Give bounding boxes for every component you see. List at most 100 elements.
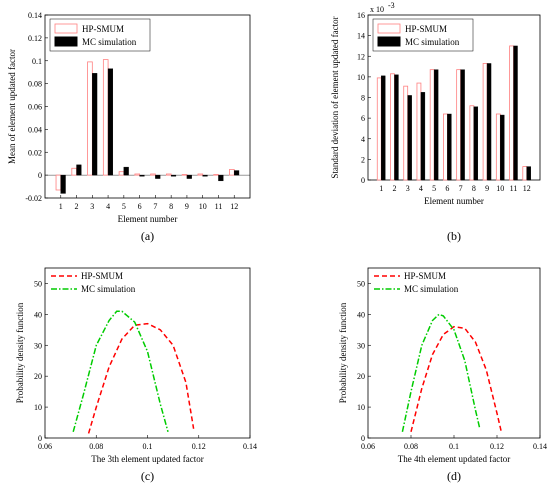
panel-b-bar-mc-simulation bbox=[513, 45, 518, 181]
panel-c-ytick-label: 40 bbox=[34, 310, 42, 319]
panel-a-ytick-label: 0.04 bbox=[28, 125, 42, 134]
panel-a-ytick-label: 0.14 bbox=[28, 11, 42, 20]
panel-a-ytick-label: -0.02 bbox=[25, 194, 42, 203]
panel-b-bar-mc-simulation bbox=[420, 92, 426, 181]
panel-a-bar-hp-smum bbox=[134, 173, 141, 176]
panel-b-xtick-label: 10 bbox=[496, 184, 504, 193]
panel-c-line-hp-smum bbox=[87, 322, 195, 434]
panel-a-legend-label: HP-SMUM bbox=[82, 24, 124, 34]
panel-a-bar-hp-smum bbox=[71, 167, 77, 176]
panel-a-ytick-label: 0.1 bbox=[32, 57, 42, 66]
panel-b-bar-hp-smum bbox=[429, 69, 435, 181]
panel-a-xtick-label: 8 bbox=[169, 202, 173, 211]
panel-a-xtick-label: 12 bbox=[230, 202, 238, 211]
panel-b-xtick-label: 12 bbox=[523, 184, 531, 193]
panel-d-xlabel: The 4th element updated factor bbox=[398, 454, 510, 464]
panel-b-exponent-power: -3 bbox=[388, 1, 395, 10]
panel-b-xtick-label: 9 bbox=[485, 184, 489, 193]
panel-b-legend-label: MC simulation bbox=[405, 37, 460, 47]
panel-a-bar-hp-smum bbox=[102, 59, 109, 176]
panel-b-bar-hp-smum bbox=[469, 105, 475, 181]
panel-a-ytick-label: 0.12 bbox=[28, 34, 42, 43]
panel-c-xtick-label: 0.06 bbox=[38, 442, 52, 451]
panel-d-xtick-label: 0.12 bbox=[490, 442, 504, 451]
panel-c-ylabel: Probability density function bbox=[15, 302, 25, 403]
panel-a-bar-mc-simulation bbox=[107, 68, 114, 176]
panel-b-bar-mc-simulation bbox=[433, 69, 439, 181]
panel-d-xtick-label: 0.08 bbox=[404, 442, 418, 451]
panel-a-legend-label: MC simulation bbox=[82, 37, 137, 47]
panel-a-ytick-label: 0 bbox=[38, 171, 42, 180]
panel-b-ytick-label: 0 bbox=[361, 176, 365, 185]
panel-c-ytick-label: 20 bbox=[34, 372, 42, 381]
panel-b-legend-swatch bbox=[377, 23, 401, 34]
panel-a-bar-mc-simulation bbox=[218, 174, 224, 182]
panel-a-bar-hp-smum bbox=[87, 61, 93, 176]
panel-c-xlabel: The 3th element updated factor bbox=[91, 454, 203, 464]
panel-a-bar-mc-simulation bbox=[170, 174, 177, 177]
panel-a-bar-hp-smum bbox=[55, 174, 62, 191]
panel-a-bar-mc-simulation bbox=[92, 73, 98, 176]
panel-c-legend-label: HP-SMUM bbox=[81, 271, 123, 281]
panel-d-legend-label: MC simulation bbox=[404, 284, 459, 294]
panel-b-bar-hp-smum bbox=[416, 82, 422, 181]
panel-b-bar-mc-simulation bbox=[473, 106, 479, 181]
panel-d-ylabel: Probability density function bbox=[338, 302, 348, 403]
panel-a-bar-hp-smum bbox=[213, 174, 219, 176]
panel-b-bar-mc-simulation bbox=[381, 75, 386, 181]
panel-a-bar-hp-smum bbox=[150, 173, 156, 176]
panel-c-ytick-label: 50 bbox=[34, 279, 42, 288]
panel-a-bar-hp-smum bbox=[197, 173, 204, 176]
panel-c-xtick-label: 0.12 bbox=[192, 442, 206, 451]
panel-c-ytick-label: 30 bbox=[34, 341, 42, 350]
panel-b-bar-hp-smum bbox=[509, 45, 514, 181]
panel-a-bar-mc-simulation bbox=[76, 164, 82, 176]
panel-a-bar-mc-simulation bbox=[60, 174, 66, 194]
panel-c-panel: 0 10 20 30 40 50 0.06 0.08 0.1 0.12 0.14 HP-SMUM MC … bbox=[15, 267, 257, 483]
panel-a-xtick-label: 3 bbox=[90, 202, 94, 211]
panel-b-ytick-label: 6 bbox=[361, 114, 365, 123]
panel-b-ytick-label: 14 bbox=[357, 32, 365, 41]
panel-a-xtick-label: 6 bbox=[138, 202, 142, 211]
panel-d-line-hp-smum bbox=[410, 325, 503, 432]
panel-b-xtick-label: 6 bbox=[445, 184, 449, 193]
panel-a-xtick-label: 9 bbox=[185, 202, 189, 211]
panel-b-bar-hp-smum bbox=[495, 113, 501, 181]
panel-b-ytick-label: 12 bbox=[357, 52, 365, 61]
panel-b-bar-hp-smum bbox=[376, 77, 382, 181]
panel-b-bar-mc-simulation bbox=[394, 74, 399, 181]
panel-c-xtick-label: 0.1 bbox=[143, 442, 153, 451]
panel-d-line-mc-simulation bbox=[401, 313, 481, 432]
panel-d-xtick-label: 0.1 bbox=[449, 442, 459, 451]
panel-b-ytick-label: 4 bbox=[361, 135, 365, 144]
panel-b-xtick-label: 8 bbox=[472, 184, 476, 193]
panel-a-xtick-label: 1 bbox=[59, 202, 63, 211]
panel-b-xtick-label: 1 bbox=[379, 184, 383, 193]
panel-b-bar-mc-simulation bbox=[460, 69, 465, 181]
panel-a-ytick-label: 0.06 bbox=[28, 103, 42, 112]
panel-b-ytick-label: 10 bbox=[357, 73, 365, 82]
panel-a-bar-hp-smum bbox=[166, 173, 172, 176]
panel-a-xtick-label: 5 bbox=[122, 202, 126, 211]
panel-a-bar-mc-simulation bbox=[202, 174, 208, 177]
panel-b-bar-hp-smum bbox=[482, 63, 488, 181]
panel-a-bar-mc-simulation bbox=[139, 174, 145, 177]
panel-a-xlabel: Element number bbox=[118, 214, 178, 224]
panel-b-xtick-label: 2 bbox=[392, 184, 396, 193]
panel-c-ytick-label: 0 bbox=[38, 434, 42, 443]
panel-b-caption: (b) bbox=[447, 229, 461, 243]
panel-d-caption: (d) bbox=[447, 469, 461, 483]
panel-b-bar-mc-simulation bbox=[500, 114, 505, 181]
panel-a-bar-hp-smum bbox=[229, 169, 235, 176]
panel-b-legend-label: HP-SMUM bbox=[405, 24, 447, 34]
panel-a-xtick-label: 2 bbox=[75, 202, 79, 211]
panel-a-bar-mc-simulation bbox=[123, 166, 129, 176]
panel-a-bar-mc-simulation bbox=[234, 170, 240, 176]
panel-b-ytick-label: 2 bbox=[361, 155, 365, 164]
panel-a-bar-mc-simulation bbox=[186, 174, 192, 179]
panel-a-xtick-label: 11 bbox=[215, 202, 223, 211]
panel-b-xtick-label: 4 bbox=[419, 184, 423, 193]
panel-b-xlabel: Element number bbox=[424, 196, 484, 206]
panel-a-ytick-label: 0.02 bbox=[28, 148, 42, 157]
